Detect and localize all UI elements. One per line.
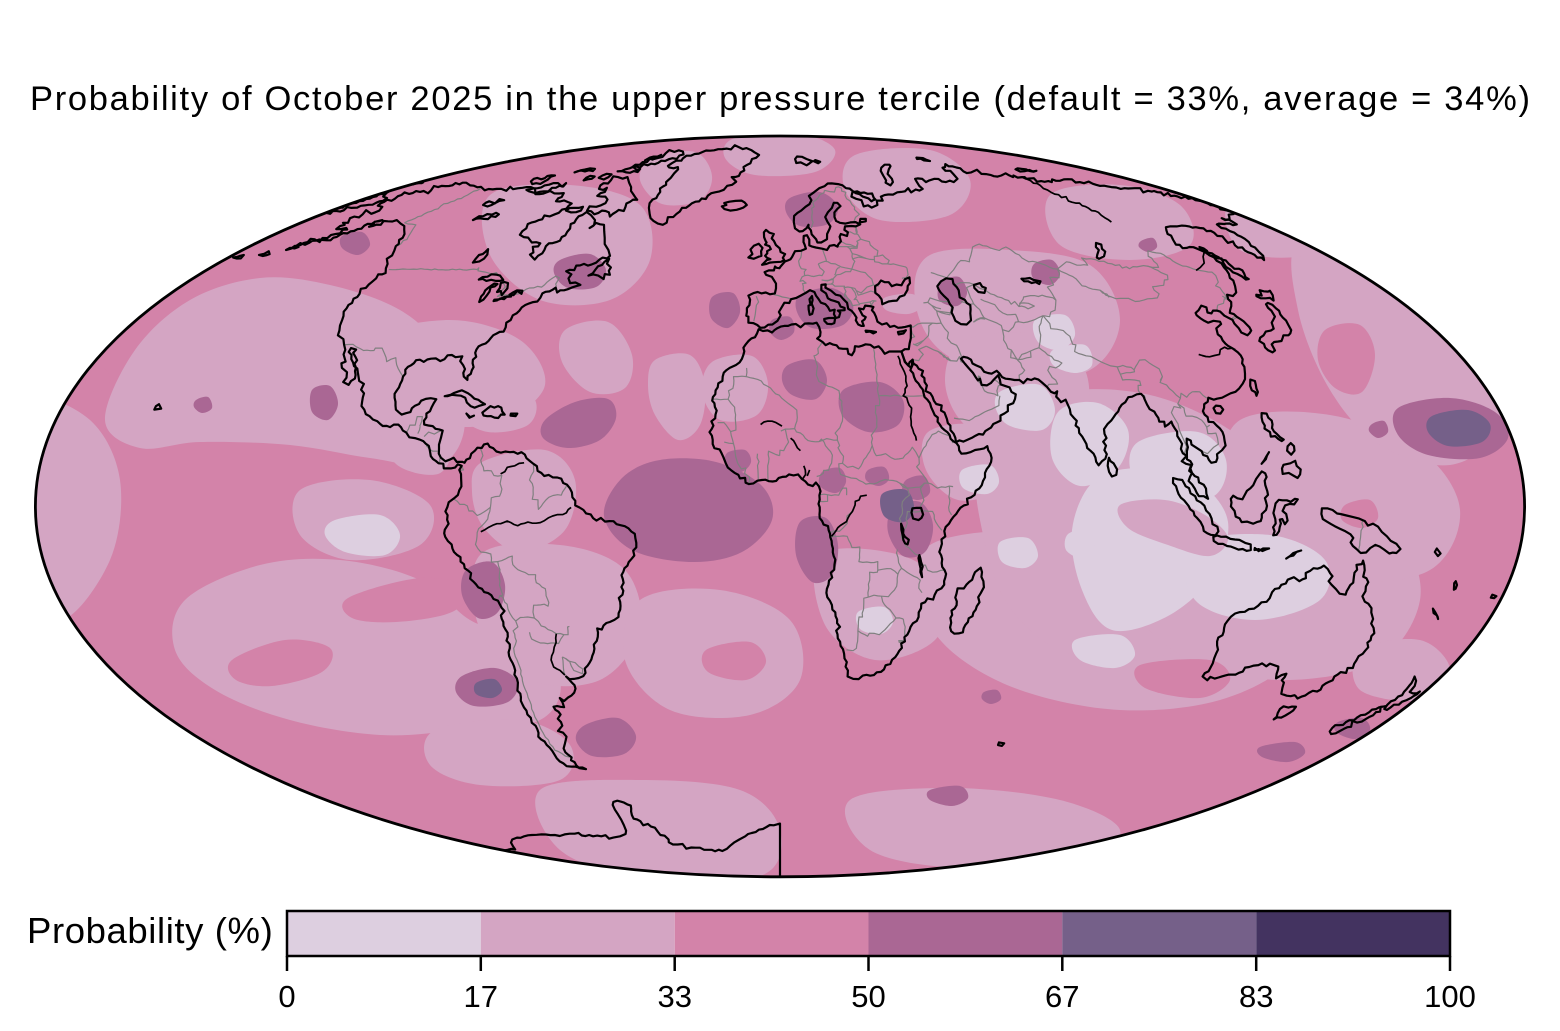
- svg-text:50: 50: [851, 979, 885, 1014]
- svg-text:83: 83: [1239, 979, 1273, 1014]
- svg-text:17: 17: [464, 979, 498, 1014]
- svg-text:0: 0: [278, 979, 295, 1014]
- svg-text:Probability (%): Probability (%): [27, 910, 273, 951]
- svg-text:Probability of October 2025 in: Probability of October 2025 in the upper…: [30, 80, 1532, 118]
- svg-text:33: 33: [657, 979, 691, 1014]
- svg-text:67: 67: [1045, 979, 1079, 1014]
- svg-text:100: 100: [1424, 979, 1476, 1014]
